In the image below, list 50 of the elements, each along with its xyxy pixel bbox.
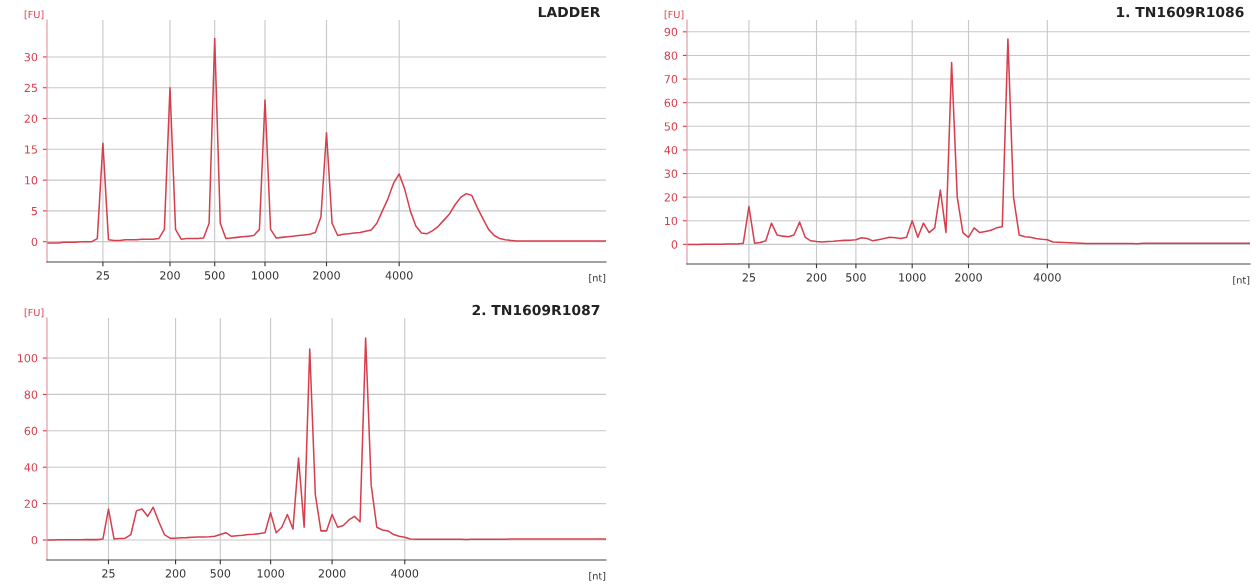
x-tick-label: 4000 bbox=[1033, 273, 1061, 282]
y-tick-label: 40 bbox=[24, 463, 38, 472]
y-tick-label: 0 bbox=[31, 237, 38, 247]
y-tick-label: 15 bbox=[25, 145, 37, 154]
y-tick-label: 20 bbox=[24, 499, 38, 508]
x-tick-label: 500 bbox=[204, 271, 225, 280]
chart-title: LADDER bbox=[538, 6, 601, 18]
y-tick-label: 0 bbox=[671, 240, 678, 249]
y-axis-title: [FU] bbox=[24, 308, 44, 318]
chart-title: 1. TN1609R1086 bbox=[1117, 6, 1244, 18]
y-axis-title: [FU] bbox=[664, 10, 684, 20]
x-tick-label: 1000 bbox=[252, 271, 279, 280]
chart-title: 2. TN1609R1087 bbox=[472, 304, 600, 316]
x-axis-title: [nt] bbox=[589, 572, 606, 581]
y-tick-label: 30 bbox=[664, 169, 678, 178]
y-tick-label: 60 bbox=[24, 426, 38, 436]
x-tick-label: 25 bbox=[96, 271, 109, 280]
x-tick-label: 200 bbox=[806, 273, 827, 282]
y-tick-label: 10 bbox=[25, 176, 38, 185]
x-tick-label: 4000 bbox=[385, 271, 413, 280]
y-tick-label: 20 bbox=[24, 114, 38, 123]
y-tick-label: 50 bbox=[664, 122, 678, 131]
x-tick-label: 500 bbox=[846, 273, 866, 282]
y-tick-label: 100 bbox=[17, 354, 38, 363]
y-tick-label: 20 bbox=[664, 193, 678, 202]
x-tick-label: 200 bbox=[165, 569, 186, 578]
x-axis-title: [nt] bbox=[589, 274, 606, 283]
x-axis-title: [nt] bbox=[1233, 276, 1250, 285]
y-tick-label: 10 bbox=[665, 216, 678, 226]
x-tick-label: 4000 bbox=[391, 569, 419, 578]
x-tick-label: 2000 bbox=[955, 273, 982, 282]
y-tick-label: 40 bbox=[664, 145, 678, 155]
y-tick-label: 60 bbox=[664, 98, 678, 108]
y-tick-label: 0 bbox=[31, 535, 38, 545]
x-tick-label: 25 bbox=[742, 273, 756, 282]
y-tick-label: 80 bbox=[24, 390, 38, 399]
x-tick-label: 25 bbox=[102, 569, 115, 578]
x-tick-label: 500 bbox=[210, 569, 231, 578]
x-tick-label: 2000 bbox=[318, 569, 346, 578]
y-tick-label: 90 bbox=[664, 27, 678, 37]
y-tick-label: 80 bbox=[664, 51, 678, 60]
y-axis-title: [FU] bbox=[24, 10, 44, 20]
x-tick-label: 1000 bbox=[257, 569, 284, 578]
y-tick-label: 70 bbox=[664, 75, 678, 84]
x-tick-label: 200 bbox=[160, 271, 180, 280]
y-tick-label: 30 bbox=[24, 52, 38, 62]
y-tick-label: 25 bbox=[24, 83, 37, 93]
y-tick-label: 5 bbox=[31, 207, 37, 216]
x-tick-label: 1000 bbox=[899, 273, 926, 282]
x-tick-label: 2000 bbox=[313, 271, 340, 280]
